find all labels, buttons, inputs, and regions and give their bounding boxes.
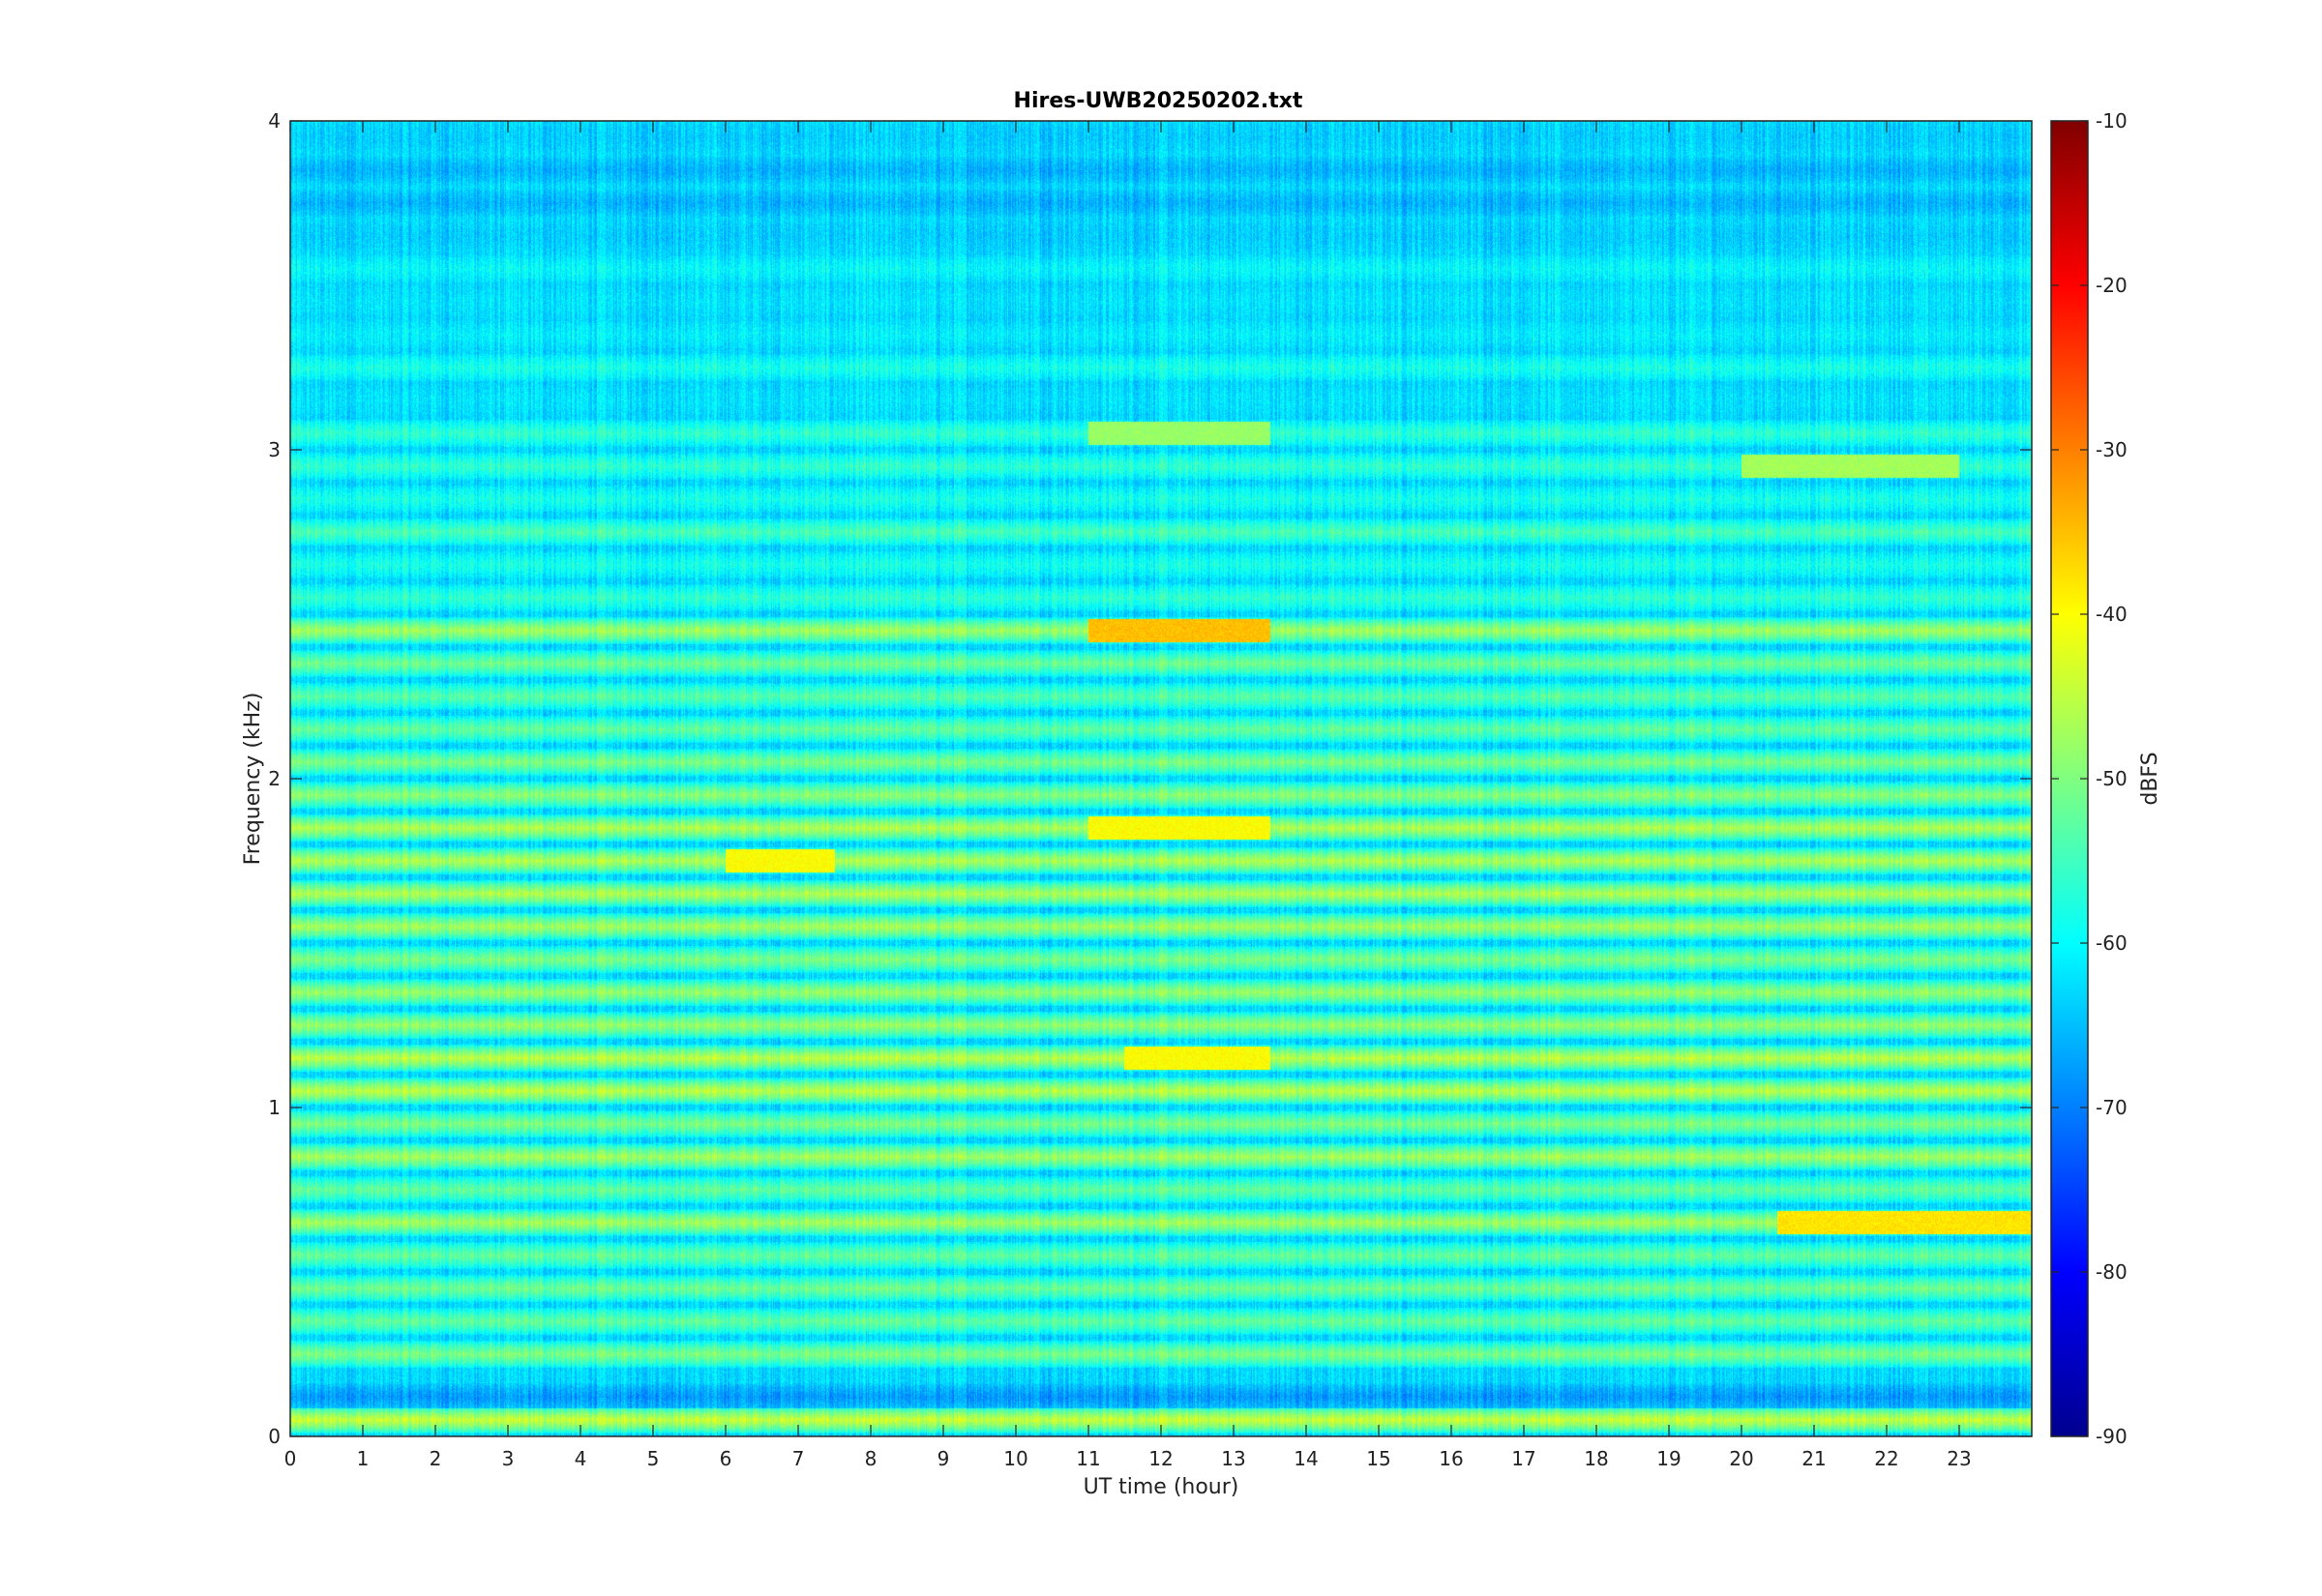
x-axis-label: UT time (hour) xyxy=(1084,1475,1239,1499)
x-tick-label: 4 xyxy=(575,1447,587,1470)
colorbar-tick-label: -20 xyxy=(2096,274,2128,297)
x-tick-label: 7 xyxy=(792,1447,805,1470)
x-tick-label: 3 xyxy=(502,1447,515,1470)
x-tick-label: 5 xyxy=(647,1447,660,1470)
x-axis-ticks: 0 1 2 3 4 5 6 7 8 9 10 11 12 13 14 15 16 17 18 19 20 21 22 23 xyxy=(284,121,1972,1470)
x-tick-label: 9 xyxy=(938,1447,950,1470)
x-tick-label: 15 xyxy=(1366,1447,1390,1470)
colorbar-tick-label: -80 xyxy=(2096,1260,2128,1284)
y-tick-label: 2 xyxy=(268,767,281,790)
x-tick-label: 13 xyxy=(1221,1447,1245,1470)
x-tick-label: 11 xyxy=(1076,1447,1100,1470)
colorbar-tick-label: -40 xyxy=(2096,603,2128,626)
x-tick-label: 17 xyxy=(1511,1447,1535,1470)
colorbar-tick-label: -60 xyxy=(2096,931,2128,955)
colorbar-tick-label: -30 xyxy=(2096,438,2128,461)
y-axis-ticks: 0 1 2 3 4 xyxy=(268,109,2032,1448)
spectrogram-heatmap xyxy=(290,121,2032,1436)
x-tick-label: 10 xyxy=(1003,1447,1027,1470)
x-tick-label: 23 xyxy=(1947,1447,1971,1470)
x-tick-label: 21 xyxy=(1801,1447,1826,1470)
colorbar: -90 -80 -70 -60 -50 -40 -30 -20 -10 dBFS xyxy=(2050,109,2162,1448)
y-tick-label: 4 xyxy=(268,109,281,133)
y-axis-label: Frequency (kHz) xyxy=(241,693,265,866)
x-tick-label: 22 xyxy=(1874,1447,1898,1470)
y-tick-label: 0 xyxy=(268,1425,281,1448)
colorbar-tick-label: -90 xyxy=(2096,1425,2128,1448)
x-tick-label: 16 xyxy=(1439,1447,1463,1470)
x-tick-label: 14 xyxy=(1294,1447,1318,1470)
y-tick-label: 3 xyxy=(268,438,281,461)
heatmap-plot-area xyxy=(289,120,2033,1437)
y-tick-label: 1 xyxy=(268,1096,281,1119)
colorbar-ticks: -90 -80 -70 -60 -50 -40 -30 -20 -10 xyxy=(2051,109,2128,1448)
colorbar-tick-label: -70 xyxy=(2096,1096,2128,1119)
x-tick-label: 8 xyxy=(865,1447,878,1470)
x-tick-label: 6 xyxy=(720,1447,732,1470)
x-tick-label: 0 xyxy=(284,1447,297,1470)
chart-title: Hires-UWB20250202.txt xyxy=(1014,89,1303,113)
x-tick-label: 18 xyxy=(1584,1447,1608,1470)
colorbar-label: dBFS xyxy=(2138,752,2162,805)
x-tick-label: 2 xyxy=(430,1447,442,1470)
colorbar-tick-label: -10 xyxy=(2096,109,2128,133)
x-tick-label: 1 xyxy=(357,1447,370,1470)
x-tick-label: 19 xyxy=(1656,1447,1681,1470)
x-tick-label: 20 xyxy=(1729,1447,1753,1470)
x-tick-label: 12 xyxy=(1148,1447,1173,1470)
colorbar-tick-label: -50 xyxy=(2096,767,2128,790)
